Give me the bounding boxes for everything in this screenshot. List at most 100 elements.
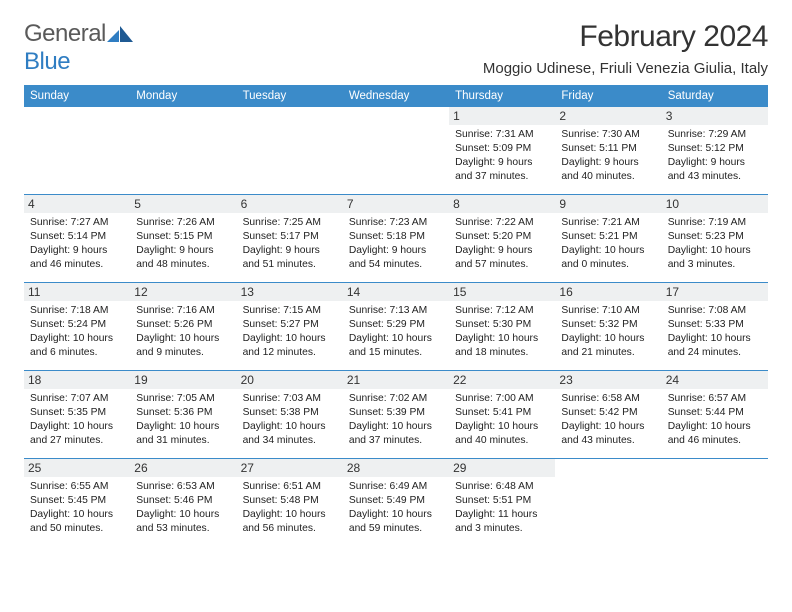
sunset-line: Sunset: 5:17 PM (243, 230, 337, 244)
sunrise-line: Sunrise: 7:19 AM (668, 216, 762, 230)
sunrise-line: Sunrise: 7:03 AM (243, 392, 337, 406)
sunrise-line: Sunrise: 7:13 AM (349, 304, 443, 318)
sunset-line: Sunset: 5:35 PM (30, 406, 124, 420)
daylight-line: Daylight: 10 hours and 53 minutes. (136, 508, 230, 536)
sunset-line: Sunset: 5:27 PM (243, 318, 337, 332)
daylight-line: Daylight: 10 hours and 27 minutes. (30, 420, 124, 448)
day-number: 21 (343, 371, 449, 389)
sunrise-line: Sunrise: 7:21 AM (561, 216, 655, 230)
daylight-line: Daylight: 10 hours and 24 minutes. (668, 332, 762, 360)
day-number: 27 (237, 459, 343, 477)
sunrise-line: Sunrise: 6:58 AM (561, 392, 655, 406)
empty-cell (343, 107, 449, 195)
empty-cell (24, 107, 130, 195)
day-number: 9 (555, 195, 661, 213)
daylight-line: Daylight: 10 hours and 43 minutes. (561, 420, 655, 448)
logo-mark-icon (106, 23, 134, 43)
day-number: 15 (449, 283, 555, 301)
sunrise-line: Sunrise: 6:51 AM (243, 480, 337, 494)
daylight-line: Daylight: 9 hours and 51 minutes. (243, 244, 337, 272)
week-row: 1 Sunrise: 7:31 AMSunset: 5:09 PM Daylight… (24, 107, 768, 195)
sunset-line: Sunset: 5:15 PM (136, 230, 230, 244)
sunrise-line: Sunrise: 7:30 AM (561, 128, 655, 142)
sunrise-line: Sunrise: 7:08 AM (668, 304, 762, 318)
day-header: Saturday (662, 86, 768, 107)
day-cell: 19Sunrise: 7:05 AMSunset: 5:36 PMDayligh… (130, 371, 236, 459)
day-cell: 10Sunrise: 7:19 AMSunset: 5:23 PMDayligh… (662, 195, 768, 283)
sunrise-line: Sunrise: 7:05 AM (136, 392, 230, 406)
daylight-line: Daylight: 10 hours and 3 minutes. (668, 244, 762, 272)
calendar-table: SundayMondayTuesdayWednesdayThursdayFrid… (24, 85, 768, 547)
daylight-line: Daylight: 9 hours and 43 minutes. (668, 156, 762, 184)
daylight-line: Daylight: 10 hours and 9 minutes. (136, 332, 230, 360)
day-number: 18 (24, 371, 130, 389)
day-cell: 20Sunrise: 7:03 AMSunset: 5:38 PMDayligh… (237, 371, 343, 459)
header: GeneralBlue February 2024 Moggio Udinese… (24, 20, 768, 77)
day-number: 28 (343, 459, 449, 477)
sunrise-line: Sunrise: 7:29 AM (668, 128, 762, 142)
sunrise-line: Sunrise: 6:57 AM (668, 392, 762, 406)
sunset-line: Sunset: 5:32 PM (561, 318, 655, 332)
day-number: 17 (662, 283, 768, 301)
sunrise-line: Sunrise: 7:07 AM (30, 392, 124, 406)
week-row: 4Sunrise: 7:27 AMSunset: 5:14 PMDaylight… (24, 195, 768, 283)
day-cell: 3Sunrise: 7:29 AMSunset: 5:12 PMDaylight… (662, 107, 768, 195)
day-header: Wednesday (343, 86, 449, 107)
sunset-line: Sunset: 5:11 PM (561, 142, 655, 156)
sunset-line: Sunset: 5:41 PM (455, 406, 549, 420)
day-cell: 28Sunrise: 6:49 AMSunset: 5:49 PMDayligh… (343, 459, 449, 547)
sunrise-line: Sunrise: 7:26 AM (136, 216, 230, 230)
day-number: 10 (662, 195, 768, 213)
day-cell: 13Sunrise: 7:15 AMSunset: 5:27 PMDayligh… (237, 283, 343, 371)
day-number: 29 (449, 459, 555, 477)
sunrise-line: Sunrise: 6:55 AM (30, 480, 124, 494)
day-cell: 16Sunrise: 7:10 AMSunset: 5:32 PMDayligh… (555, 283, 661, 371)
day-number: 4 (24, 195, 130, 213)
day-cell: 7 Sunrise: 7:23 AMSunset: 5:18 PMDaylight… (343, 195, 449, 283)
sunset-line: Sunset: 5:38 PM (243, 406, 337, 420)
day-cell: 2Sunrise: 7:30 AMSunset: 5:11 PMDaylight… (555, 107, 661, 195)
sunrise-line: Sunrise: 7:12 AM (455, 304, 549, 318)
day-cell: 18 Sunrise: 7:07 AMSunset: 5:35 PMDayligh… (24, 371, 130, 459)
day-number: 25 (24, 459, 130, 477)
sunrise-line: Sunrise: 7:23 AM (349, 216, 443, 230)
sunset-line: Sunset: 5:26 PM (136, 318, 230, 332)
sunrise-line: Sunrise: 7:31 AM (455, 128, 549, 142)
day-cell: 21Sunrise: 7:02 AMSunset: 5:39 PMDayligh… (343, 371, 449, 459)
sunrise-line: Sunrise: 7:22 AM (455, 216, 549, 230)
day-cell: 24Sunrise: 6:57 AMSunset: 5:44 PMDayligh… (662, 371, 768, 459)
week-row: 11Sunrise: 7:18 AMSunset: 5:24 PMDayligh… (24, 283, 768, 371)
day-number: 1 (449, 107, 555, 125)
day-cell: 26Sunrise: 6:53 AMSunset: 5:46 PMDayligh… (130, 459, 236, 547)
sunrise-line: Sunrise: 7:10 AM (561, 304, 655, 318)
sunset-line: Sunset: 5:48 PM (243, 494, 337, 508)
sunrise-line: Sunrise: 7:25 AM (243, 216, 337, 230)
day-cell: 22Sunrise: 7:00 AMSunset: 5:41 PMDayligh… (449, 371, 555, 459)
sunset-line: Sunset: 5:09 PM (455, 142, 549, 156)
sunrise-line: Sunrise: 7:15 AM (243, 304, 337, 318)
day-number: 24 (662, 371, 768, 389)
daylight-line: Daylight: 10 hours and 6 minutes. (30, 332, 124, 360)
day-number: 16 (555, 283, 661, 301)
daylight-line: Daylight: 10 hours and 37 minutes. (349, 420, 443, 448)
day-number: 3 (662, 107, 768, 125)
day-number: 19 (130, 371, 236, 389)
empty-cell (662, 459, 768, 547)
day-number: 5 (130, 195, 236, 213)
sunrise-line: Sunrise: 7:16 AM (136, 304, 230, 318)
sunset-line: Sunset: 5:18 PM (349, 230, 443, 244)
sunset-line: Sunset: 5:51 PM (455, 494, 549, 508)
daylight-line: Daylight: 9 hours and 54 minutes. (349, 244, 443, 272)
day-number: 20 (237, 371, 343, 389)
sunrise-line: Sunrise: 6:49 AM (349, 480, 443, 494)
daylight-line: Daylight: 11 hours and 3 minutes. (455, 508, 549, 536)
weeks-body: 1 Sunrise: 7:31 AMSunset: 5:09 PM Daylight… (24, 107, 768, 547)
day-number: 7 (343, 195, 449, 213)
logo-word-2: Blue (24, 48, 70, 75)
sunset-line: Sunset: 5:45 PM (30, 494, 124, 508)
sunrise-line: Sunrise: 6:53 AM (136, 480, 230, 494)
daylight-line: Daylight: 10 hours and 46 minutes. (668, 420, 762, 448)
sunset-line: Sunset: 5:36 PM (136, 406, 230, 420)
day-number: 12 (130, 283, 236, 301)
day-cell: 9Sunrise: 7:21 AMSunset: 5:21 PMDaylight… (555, 195, 661, 283)
